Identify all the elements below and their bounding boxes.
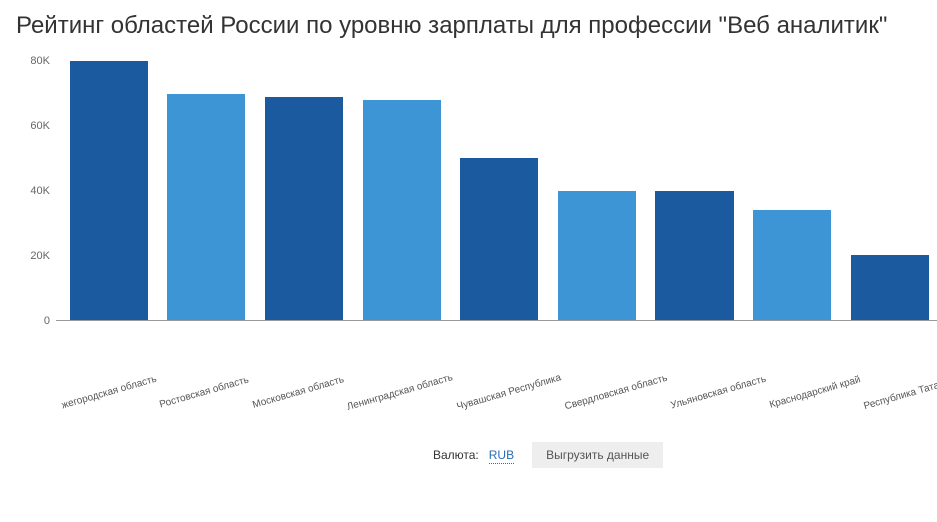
x-axis-labels: жегородская областьРостовская областьМос… — [56, 381, 937, 398]
bars-container — [56, 61, 937, 320]
y-tick: 40K — [30, 185, 50, 197]
y-tick: 60K — [30, 120, 50, 132]
bar-wrap — [743, 61, 841, 320]
bar-wrap — [60, 61, 158, 320]
bar[interactable] — [558, 191, 636, 321]
x-label: Ленинградская область — [345, 381, 455, 398]
bar-wrap — [548, 61, 646, 320]
x-label: жегородская область — [60, 381, 158, 398]
y-axis: 020K40K60K80K — [16, 61, 56, 321]
x-label: Чувашская Республика — [455, 381, 563, 398]
content-row: 020K40K60K80K жегородская областьРостовс… — [16, 61, 921, 468]
bar-wrap — [158, 61, 256, 320]
bar-wrap — [646, 61, 744, 320]
currency-label-text: Валюта: — [433, 448, 479, 462]
x-label: Краснодарский край — [768, 381, 862, 398]
x-label: Республика Татарстан — [862, 381, 937, 398]
x-label: Ульяновская область — [669, 381, 768, 398]
bar[interactable] — [460, 158, 538, 320]
plot-area — [56, 61, 937, 321]
bar[interactable] — [70, 61, 148, 320]
page-title: Рейтинг областей России по уровню зарпла… — [16, 10, 921, 41]
x-label: Московская область — [251, 381, 346, 398]
bar-wrap — [255, 61, 353, 320]
bar[interactable] — [851, 255, 929, 320]
bar[interactable] — [363, 100, 441, 320]
y-tick: 20K — [30, 250, 50, 262]
bar[interactable] — [167, 94, 245, 321]
x-label: Свердловская область — [563, 381, 669, 398]
currency-label: Валюта: RUB — [433, 448, 514, 462]
chart-column: 020K40K60K80K жегородская областьРостовс… — [16, 61, 937, 468]
bar-wrap — [841, 61, 937, 320]
bar[interactable] — [655, 191, 733, 321]
y-tick: 80K — [30, 55, 50, 67]
bar[interactable] — [753, 210, 831, 320]
bar-wrap — [353, 61, 451, 320]
bar[interactable] — [265, 97, 343, 320]
export-button[interactable]: Выгрузить данные — [532, 442, 663, 468]
bar-chart: 020K40K60K80K — [16, 61, 937, 381]
bar-wrap — [450, 61, 548, 320]
chart-controls: Валюта: RUB Выгрузить данные — [56, 442, 937, 468]
x-label: Ростовская область — [158, 381, 250, 398]
y-tick: 0 — [44, 315, 50, 327]
currency-selector[interactable]: RUB — [489, 448, 514, 464]
